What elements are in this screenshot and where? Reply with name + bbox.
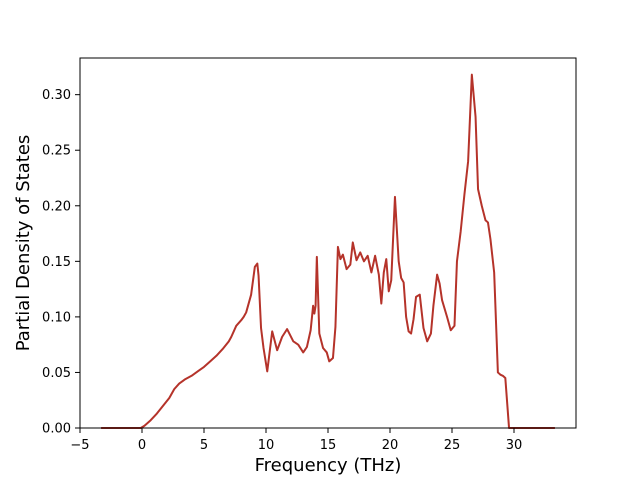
y-tick-label: 0.25 [42, 144, 71, 159]
series-layer [101, 73, 555, 429]
y-tick-label: 0.05 [42, 366, 71, 381]
x-tick-label: 5 [200, 438, 208, 453]
x-tick-label: 0 [138, 438, 146, 453]
y-tick-label: 0.15 [42, 255, 71, 270]
x-axis: −5 0 5 10 15 20 25 30 [70, 428, 522, 453]
y-tick-label: 0.20 [42, 199, 71, 214]
y-tick-label: 0.30 [42, 88, 71, 103]
x-tick-label: 30 [506, 438, 523, 453]
y-axis: 0.00 0.05 0.10 0.15 0.20 0.25 0.30 [42, 88, 80, 437]
y-tick-label: 0.00 [42, 422, 71, 437]
y-axis-label: Partial Density of States [13, 135, 34, 352]
x-tick-label: 20 [382, 438, 399, 453]
x-tick-label: 25 [444, 438, 461, 453]
x-axis-label: Frequency (THz) [255, 455, 402, 476]
x-tick-label: 15 [320, 438, 337, 453]
x-tick-label: −5 [70, 438, 89, 453]
x-tick-label: 10 [258, 438, 275, 453]
y-tick-label: 0.10 [42, 310, 71, 325]
series-line-0 [101, 73, 555, 429]
